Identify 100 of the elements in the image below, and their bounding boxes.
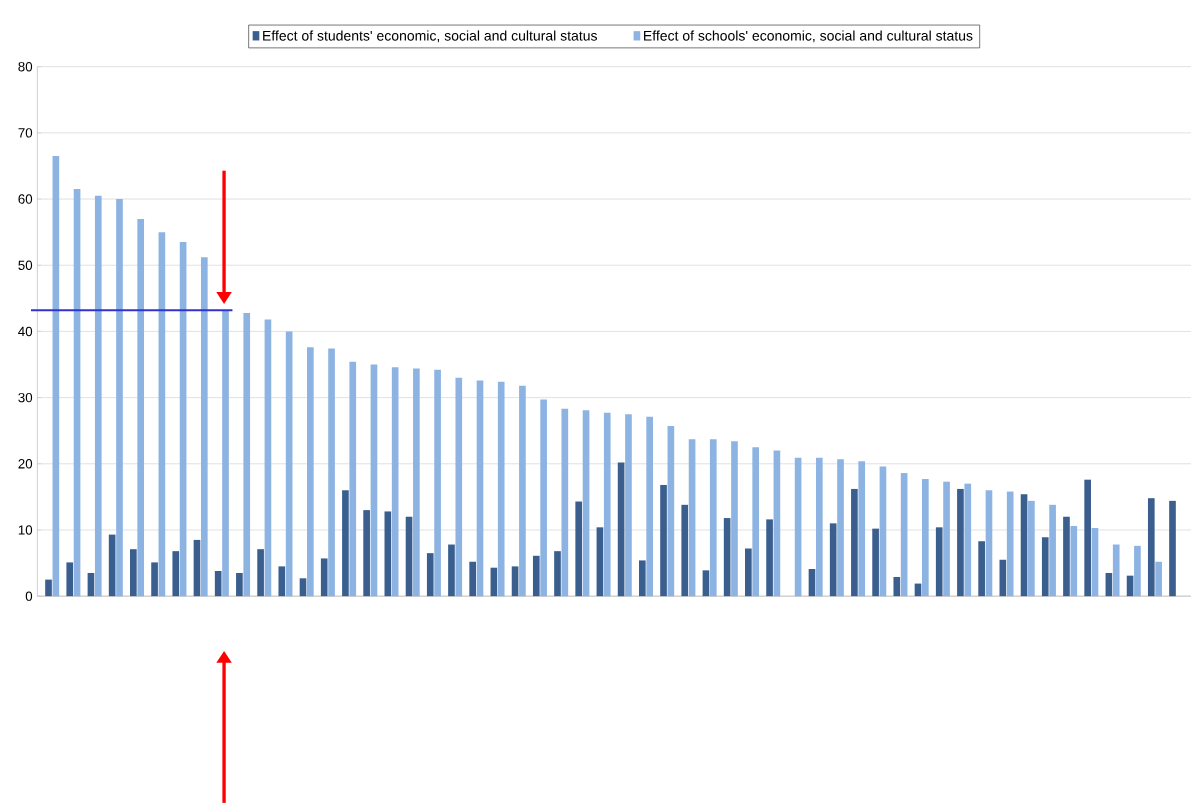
bar	[137, 219, 145, 597]
bar	[808, 569, 816, 597]
y-tick-label: 70	[18, 128, 33, 138]
bar	[469, 561, 476, 597]
bar	[214, 571, 222, 597]
bar	[957, 489, 964, 597]
bar	[829, 523, 837, 597]
bar	[264, 319, 272, 597]
bar	[660, 485, 667, 597]
bar	[561, 409, 569, 597]
bar	[964, 483, 972, 597]
bar	[688, 439, 696, 597]
bar	[448, 544, 455, 597]
legend-label: Effect of students' economic, social and cultural status	[263, 30, 597, 43]
bar	[1049, 505, 1056, 597]
bar	[731, 441, 738, 597]
bar	[1070, 526, 1078, 597]
bar	[702, 570, 710, 597]
bar	[858, 461, 866, 597]
bar	[52, 156, 60, 597]
bar	[1134, 546, 1141, 597]
bar	[1041, 537, 1049, 597]
bar	[222, 310, 229, 597]
bar	[617, 462, 625, 597]
bar	[299, 578, 307, 597]
bar	[879, 466, 887, 597]
bar	[766, 519, 773, 597]
bar	[328, 348, 335, 597]
bar	[257, 549, 264, 597]
bar	[243, 313, 251, 597]
bar	[575, 501, 583, 597]
bar	[391, 367, 399, 597]
bar	[497, 381, 505, 597]
bar	[116, 199, 123, 597]
bar	[434, 370, 441, 597]
bar	[532, 556, 540, 597]
bar	[935, 527, 943, 597]
bar	[130, 549, 137, 597]
bar	[94, 195, 102, 597]
bar	[87, 573, 95, 597]
bar	[978, 541, 985, 597]
bar	[172, 551, 180, 597]
bar	[1112, 544, 1120, 597]
bar	[151, 562, 158, 597]
bar	[540, 399, 547, 597]
bar	[307, 347, 314, 597]
bar	[349, 362, 357, 597]
bar	[1020, 494, 1028, 597]
y-tick-label: 0	[25, 591, 33, 602]
bar	[745, 548, 752, 597]
bar	[794, 458, 802, 597]
bar	[45, 579, 52, 597]
bar	[900, 473, 908, 597]
bar	[426, 553, 434, 597]
y-tick-label: 50	[18, 260, 33, 271]
bar	[1084, 479, 1092, 597]
bar	[1169, 501, 1176, 597]
bar	[1028, 501, 1035, 597]
bar	[815, 458, 823, 597]
bar	[625, 414, 632, 597]
bar	[236, 573, 243, 597]
y-tick-label: 10	[18, 525, 33, 535]
bar	[752, 447, 760, 597]
bar	[638, 560, 646, 597]
bar	[200, 257, 208, 597]
bar	[872, 528, 879, 597]
bar	[667, 426, 675, 597]
bar	[66, 562, 74, 597]
legend-label: Effect of schools' economic, social and cultural status	[644, 30, 973, 43]
bar	[455, 377, 463, 597]
y-tick-label: 60	[18, 194, 33, 204]
bar	[554, 551, 561, 597]
bar	[320, 558, 328, 597]
bar	[709, 439, 717, 597]
y-tick-label: 40	[18, 326, 33, 337]
y-tick-label: 30	[18, 393, 33, 403]
bar	[723, 518, 731, 597]
bar	[851, 489, 858, 597]
bar	[285, 331, 293, 597]
bar	[519, 385, 526, 597]
bar	[893, 577, 901, 597]
bar	[511, 566, 519, 597]
bar	[922, 479, 929, 597]
bar	[370, 364, 378, 597]
bar	[985, 490, 993, 597]
bar	[1155, 561, 1162, 597]
bar	[413, 368, 420, 597]
bar	[1006, 491, 1014, 597]
y-tick-label: 20	[18, 459, 33, 469]
bar	[363, 510, 370, 597]
bar	[342, 490, 349, 597]
bar	[596, 527, 604, 597]
bar	[1147, 498, 1155, 597]
bar	[1063, 516, 1070, 597]
bar	[603, 413, 611, 597]
bar	[773, 450, 781, 597]
bar	[646, 417, 653, 597]
bar	[582, 410, 590, 597]
bar	[193, 540, 201, 597]
bar	[1105, 573, 1113, 597]
